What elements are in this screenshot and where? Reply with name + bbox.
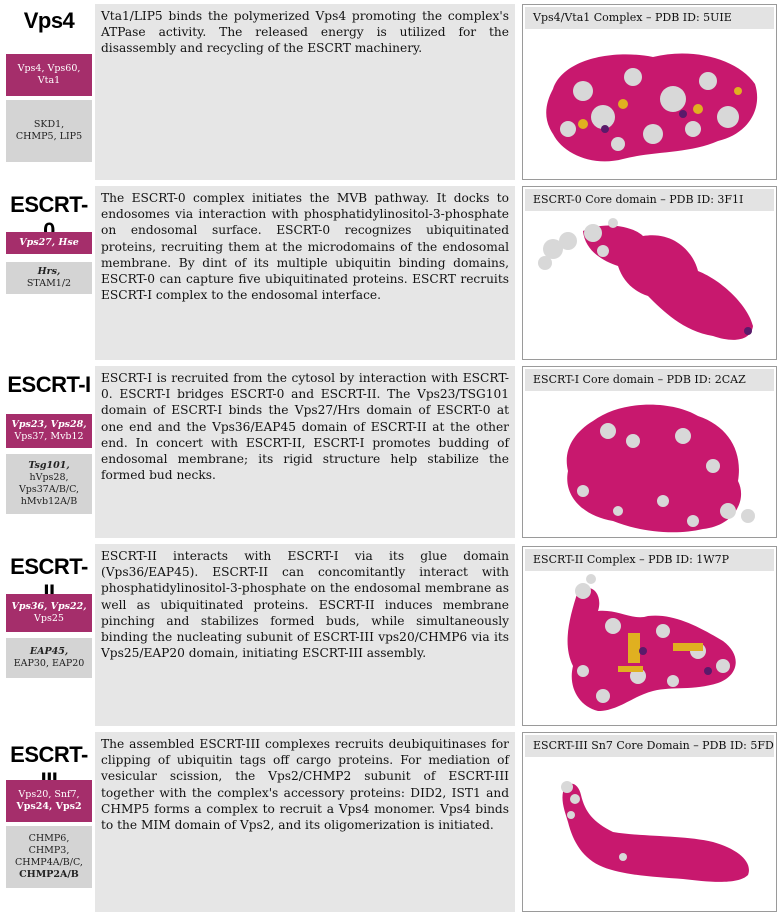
human-proteins: Hrs, STAM1/2 [6, 262, 92, 294]
yeast-proteins: Vps36, Vps22, Vps25 [6, 594, 92, 632]
section-description: Vta1/LIP5 binds the polymerized Vps4 pro… [95, 4, 515, 180]
protein-structure-image [567, 574, 736, 711]
structure-panel: ESCRT-0 Core domain – PDB ID: 3F1I [522, 186, 777, 360]
protein-structure-image [561, 781, 749, 882]
structure-panel: Vps4/Vta1 Complex – PDB ID: 5UIE [522, 4, 777, 180]
section-description: ESCRT-II interacts with ESCRT-I via its … [95, 544, 515, 726]
structure-caption: ESCRT-I Core domain – PDB ID: 2CAZ [525, 369, 774, 391]
section-vps4: Vps4 Vps4, Vps60, Vta1 SKD1, CHMP5, LIP5… [0, 0, 778, 180]
section-escrt2: ESCRT-II Vps36, Vps22, Vps25 EAP45, EAP3… [0, 544, 778, 726]
protein-structure-image [566, 404, 755, 533]
section-title: ESCRT-II [10, 554, 88, 605]
human-proteins: EAP45, EAP30, EAP20 [6, 638, 92, 678]
section-description: The assembled ESCRT-III complexes recrui… [95, 732, 515, 912]
structure-caption: ESCRT-II Complex – PDB ID: 1W7P [525, 549, 774, 571]
section-escrt3: ESCRT-III Vps20, Snf7, Vps24, Vps2 CHMP6… [0, 732, 778, 916]
structure-caption: ESCRT-III Sn7 Core Domain – PDB ID: 5FD9 [525, 735, 774, 757]
structure-caption: Vps4/Vta1 Complex – PDB ID: 5UIE [525, 7, 774, 29]
section-escrt0: ESCRT-0 Vps27, Hse Hrs, STAM1/2 The ESCR… [0, 186, 778, 360]
section-escrt1: ESCRT-I Vps23, Vps28, Vps37, Mvb12 Tsg10… [0, 366, 778, 538]
section-title: Vps4 [23, 8, 75, 33]
yeast-proteins: Vps4, Vps60, Vta1 [6, 54, 92, 96]
human-proteins: Tsg101, hVps28, Vps37A/B/C, hMvb12A/B [6, 454, 92, 514]
section-description: The ESCRT-0 complex initiates the MVB pa… [95, 186, 515, 360]
structure-panel: ESCRT-III Sn7 Core Domain – PDB ID: 5FD9 [522, 732, 777, 912]
protein-structure-image [546, 53, 758, 162]
structure-panel: ESCRT-II Complex – PDB ID: 1W7P [522, 546, 777, 726]
human-proteins: CHMP6, CHMP3, CHMP4A/B/C, CHMP2A/B [6, 826, 92, 888]
protein-structure-image [538, 218, 753, 340]
structure-caption: ESCRT-0 Core domain – PDB ID: 3F1I [525, 189, 774, 211]
yeast-proteins: Vps27, Hse [6, 232, 92, 254]
human-proteins: SKD1, CHMP5, LIP5 [6, 100, 92, 162]
yeast-proteins: Vps23, Vps28, Vps37, Mvb12 [6, 414, 92, 448]
section-description: ESCRT-I is recruited from the cytosol by… [95, 366, 515, 538]
section-title: ESCRT-I [7, 372, 91, 397]
yeast-proteins: Vps20, Snf7, Vps24, Vps2 [6, 780, 92, 822]
structure-panel: ESCRT-I Core domain – PDB ID: 2CAZ [522, 366, 777, 538]
